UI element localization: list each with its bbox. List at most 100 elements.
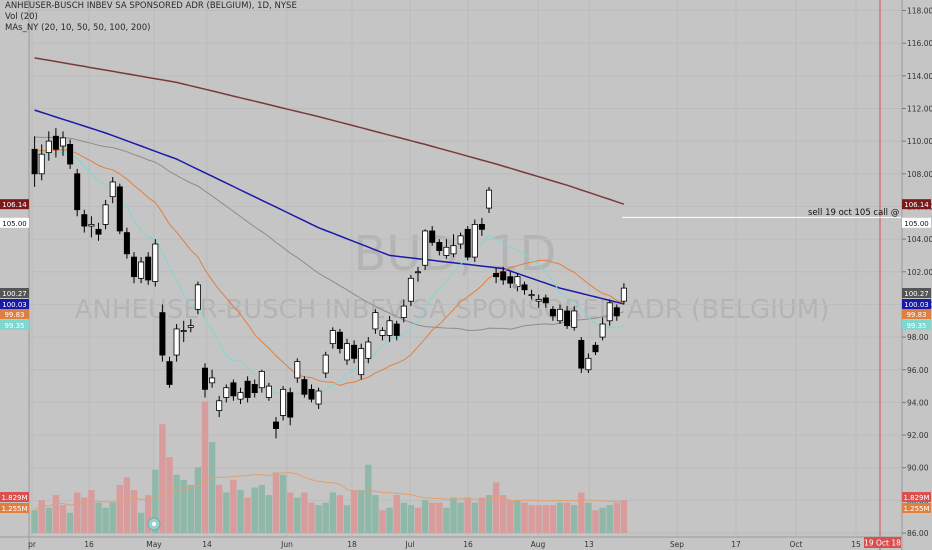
candle-down bbox=[130, 256, 137, 278]
time-tick-label: 18 bbox=[347, 540, 357, 549]
volume-bar bbox=[592, 510, 599, 533]
volume-bar bbox=[102, 507, 109, 533]
volume-bar bbox=[471, 502, 478, 533]
candle-down bbox=[31, 148, 38, 175]
candle-up bbox=[88, 224, 95, 227]
candle-up bbox=[358, 348, 365, 376]
candle-up bbox=[194, 284, 201, 310]
candle-down bbox=[308, 388, 315, 400]
volume-indicator-label[interactable]: Vol (20) bbox=[5, 12, 38, 22]
volume-bar bbox=[265, 495, 273, 533]
volume-bar bbox=[350, 489, 358, 533]
price-label-left: 99.35 bbox=[4, 322, 24, 330]
time-tick-label: 16 bbox=[463, 540, 473, 549]
candle-down bbox=[351, 344, 358, 359]
price-label-left-bg bbox=[0, 320, 29, 330]
time-tick-label: 17 bbox=[731, 540, 741, 549]
candle-up bbox=[315, 390, 322, 405]
candle-up bbox=[60, 137, 67, 147]
candle-up bbox=[329, 330, 336, 345]
volume-bar bbox=[322, 502, 329, 533]
price-label-right-bg bbox=[902, 309, 931, 319]
volume-scale-icon[interactable] bbox=[147, 517, 161, 531]
candle-up bbox=[322, 354, 329, 374]
price-label-left-bg bbox=[0, 217, 29, 228]
volume-bar bbox=[52, 495, 60, 533]
price-tick-label: 94.00 bbox=[907, 398, 929, 407]
date-marker-badge-bg bbox=[864, 537, 901, 548]
volume-bar bbox=[556, 502, 564, 533]
ma-100-line bbox=[34, 109, 625, 305]
volume-bar bbox=[585, 502, 592, 533]
ma-10-line bbox=[34, 151, 625, 397]
volume-bar bbox=[443, 507, 450, 533]
volume-bar bbox=[336, 495, 344, 533]
price-labels: 106.14 106.14 105.00 105.00 100.27 100.27 100.… bbox=[0, 199, 931, 513]
volume-bar bbox=[38, 500, 45, 533]
volume-bar bbox=[620, 500, 628, 533]
candle-up bbox=[606, 302, 613, 322]
price-label-left-bg bbox=[0, 492, 29, 502]
price-label-right: 100.03 bbox=[904, 301, 929, 309]
price-tick-label: 112.00 bbox=[907, 104, 932, 113]
volume-bar bbox=[31, 510, 38, 533]
candle-up bbox=[599, 323, 606, 338]
candle-up bbox=[45, 140, 52, 153]
volume-bar bbox=[187, 484, 194, 533]
price-label-right-bg bbox=[902, 320, 931, 330]
time-tick-label: Aug bbox=[531, 540, 546, 549]
volume-bar bbox=[379, 510, 386, 533]
ma-20-line bbox=[34, 149, 625, 386]
volume-bar bbox=[400, 502, 407, 533]
price-label-right-bg bbox=[902, 288, 931, 298]
annotation-text: sell 19 oct 105 call @ .95 bbox=[808, 208, 915, 218]
volume-bar bbox=[315, 505, 322, 533]
volume-bar bbox=[514, 500, 521, 533]
volume-bar bbox=[244, 497, 251, 533]
candle-down bbox=[301, 379, 308, 395]
candle-down bbox=[74, 173, 81, 211]
price-tick-label: 108.00 bbox=[907, 170, 932, 179]
volume-bar bbox=[230, 479, 237, 533]
candle-up bbox=[471, 224, 478, 258]
candle-down bbox=[81, 214, 88, 227]
ma-indicator-label[interactable]: MAs_NY (20, 10, 50, 50, 100, 200) bbox=[5, 23, 151, 33]
price-label-right-bg bbox=[902, 199, 931, 210]
volume-bar bbox=[159, 424, 166, 533]
price-label-right: 99.83 bbox=[906, 311, 926, 319]
candle-up bbox=[422, 230, 429, 266]
volume-bar bbox=[201, 401, 209, 533]
price-label-right-bg bbox=[902, 217, 931, 228]
candle-down bbox=[578, 339, 585, 369]
volume-bar bbox=[386, 507, 393, 533]
candle-down bbox=[507, 276, 514, 284]
candle-up bbox=[173, 328, 180, 356]
volume-bar bbox=[549, 505, 557, 533]
volume-bar bbox=[258, 484, 265, 533]
volume-bar bbox=[208, 441, 216, 533]
volume-bar bbox=[123, 477, 131, 533]
volume-bar bbox=[365, 464, 372, 533]
volume-bar bbox=[507, 500, 514, 533]
candle-up bbox=[258, 370, 265, 389]
candle-up bbox=[414, 271, 421, 274]
candle-down bbox=[166, 361, 173, 385]
price-label-left: 99.83 bbox=[4, 311, 24, 319]
price-tick-label: 110.00 bbox=[907, 137, 932, 146]
price-tick-label: 92.00 bbox=[907, 431, 929, 440]
time-tick-label: Oct bbox=[790, 540, 803, 549]
candle-up bbox=[457, 235, 464, 245]
candle-up bbox=[450, 245, 457, 255]
volume-bar bbox=[166, 457, 173, 533]
candle-up bbox=[407, 277, 414, 302]
dividend-marker[interactable] bbox=[512, 283, 518, 289]
volume-bar bbox=[599, 507, 606, 533]
candle-down bbox=[429, 230, 436, 243]
candle-up bbox=[585, 357, 592, 371]
volume-bar bbox=[372, 495, 379, 533]
candle-down bbox=[67, 144, 74, 165]
price-label-left-bg bbox=[0, 309, 29, 319]
candle-up bbox=[138, 261, 145, 279]
price-tick-label: 118.00 bbox=[907, 7, 932, 16]
